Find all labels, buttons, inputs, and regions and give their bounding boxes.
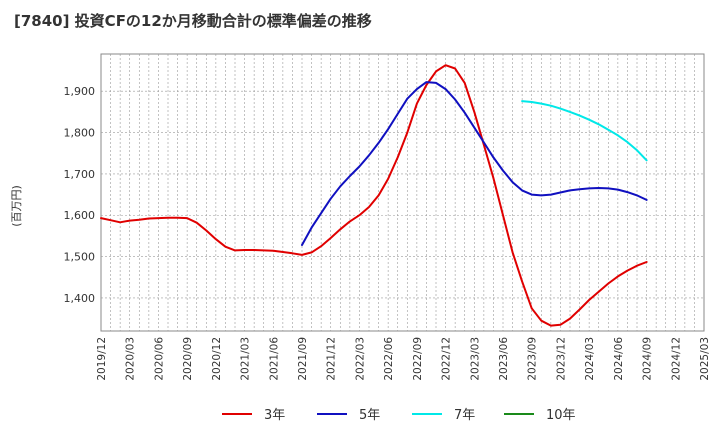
x-tick-label: 2020/12 — [211, 337, 223, 381]
x-tick-label: 2021/06 — [268, 337, 280, 381]
chart-title: [7840] 投資CFの12か月移動合計の標準偏差の推移 — [14, 12, 372, 30]
x-tick-label: 2023/09 — [527, 337, 539, 381]
y-axis-label: (百万円) — [10, 185, 23, 227]
series-line — [100, 64, 648, 327]
x-tick-label: 2024/06 — [613, 337, 625, 381]
plot-area — [100, 53, 705, 332]
x-tick-label: 2023/03 — [469, 337, 481, 381]
x-tick-label: 2023/06 — [498, 337, 510, 381]
x-tick-label: 2022/09 — [412, 337, 424, 381]
y-tick-label: 1,700 — [64, 168, 96, 181]
x-tick-label: 2023/12 — [555, 337, 567, 381]
x-tick-label: 2022/03 — [354, 337, 366, 381]
legend: 3年 5年 7年 10年 — [222, 408, 576, 423]
x-tick-label: 2025/03 — [699, 337, 711, 381]
series-line — [521, 100, 648, 162]
legend-label: 3年 — [264, 408, 285, 423]
x-tick-labels: 2019/12 2020/03 2020/06 2020/09 2020/12 2021/… — [96, 337, 711, 381]
x-tick-label: 2021/09 — [297, 337, 309, 381]
legend-label: 7年 — [454, 408, 475, 423]
x-tick-label: 2024/12 — [670, 337, 682, 381]
x-tick-label: 2019/12 — [96, 337, 108, 381]
y-tick-label: 1,900 — [64, 85, 96, 98]
x-tick-label: 2022/06 — [383, 337, 395, 381]
x-tick-label: 2021/03 — [240, 337, 252, 381]
legend-label: 10年 — [546, 408, 576, 423]
series-layer — [100, 64, 648, 327]
y-tick-label: 1,400 — [64, 292, 96, 305]
legend-label: 5年 — [359, 408, 380, 423]
x-tick-label: 2022/12 — [441, 337, 453, 381]
x-tick-label: 2024/09 — [642, 337, 654, 381]
x-tick-label: 2024/03 — [584, 337, 596, 381]
grid-layer — [101, 54, 704, 331]
y-tick-label: 1,600 — [64, 209, 96, 222]
x-tick-label: 2021/12 — [326, 337, 338, 381]
y-tick-labels: 1,400 1,500 1,600 1,700 1,800 1,900 — [64, 85, 96, 305]
y-tick-label: 1,800 — [64, 127, 96, 140]
series-line — [301, 81, 648, 246]
x-tick-label: 2020/09 — [182, 337, 194, 381]
x-tick-label: 2020/03 — [125, 337, 137, 381]
y-tick-label: 1,500 — [64, 251, 96, 264]
x-tick-label: 2020/06 — [153, 337, 165, 381]
